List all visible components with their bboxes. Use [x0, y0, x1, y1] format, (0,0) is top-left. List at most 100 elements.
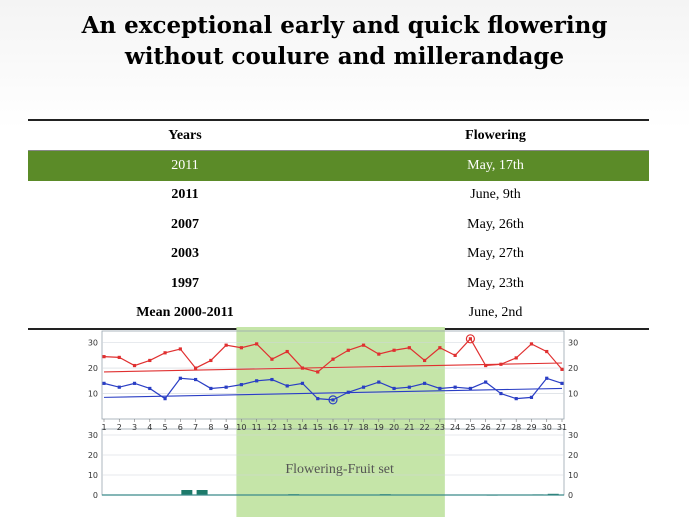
series-point-2 [392, 386, 396, 391]
x-tick-label: 30 [542, 423, 552, 432]
series-highlight-marker-0 [465, 334, 475, 344]
table-row: 1997 May, 23th [28, 269, 649, 299]
x-tick-label: 3 [132, 423, 137, 432]
series-point-0 [239, 346, 243, 350]
series-point-2 [331, 398, 335, 402]
series-point-0 [468, 337, 472, 341]
series-point-0 [453, 353, 457, 357]
series-point-0 [529, 342, 534, 346]
series-highlight-marker-2 [328, 395, 338, 405]
x-tick-label: 21 [404, 423, 414, 432]
x-tick-label: 9 [224, 423, 229, 432]
lower-ytick-label-right: 0 [568, 491, 573, 500]
x-tick-label: 1 [101, 423, 106, 432]
series-point-2 [178, 376, 182, 380]
table-row: 2007 May, 26th [28, 210, 649, 240]
series-point-0 [178, 347, 182, 351]
lower-ytick-label-right: 10 [568, 471, 578, 480]
lower-ytick-label: 20 [88, 451, 98, 460]
x-tick-label: 19 [374, 423, 384, 432]
x-tick-label: 28 [511, 423, 521, 432]
upper-ytick-label-right: 10 [568, 390, 578, 399]
series-point-0 [346, 348, 350, 352]
series-point-2 [438, 386, 442, 391]
flowering-cell: June, 2nd [342, 298, 649, 330]
flowering-cell: May, 17th [342, 150, 649, 181]
series-point-0 [361, 343, 366, 347]
x-tick-label: 29 [526, 423, 536, 432]
x-tick-label: 7 [193, 423, 198, 432]
flowering-band-label: Flowering-Fruit set [285, 462, 394, 477]
series-point-0 [132, 363, 137, 368]
series-point-2 [224, 385, 228, 389]
header-years: Years [28, 119, 342, 151]
series-point-0 [148, 358, 152, 363]
series-point-2 [484, 380, 488, 384]
series-point-2 [117, 385, 121, 389]
x-tick-label: 18 [358, 423, 368, 432]
flowering-cell: May, 26th [467, 216, 524, 232]
trend-line-3 [103, 387, 563, 398]
series-point-0 [163, 351, 167, 355]
series-point-2 [148, 386, 152, 391]
x-tick-label: 25 [465, 423, 475, 432]
series-point-0 [514, 356, 518, 360]
flowering-cell: June, 9th [470, 187, 521, 203]
year-cell: 1997 [171, 275, 199, 291]
year-cell: 2011 [171, 187, 199, 203]
lower-ytick-label: 30 [88, 431, 98, 440]
series-point-0 [331, 357, 335, 361]
series-point-2 [453, 385, 457, 389]
series-point-2 [423, 381, 427, 385]
slide-title-line2: without coulure and millerandage [124, 43, 565, 70]
series-point-2 [361, 385, 366, 389]
x-tick-label: 11 [252, 423, 262, 432]
series-point-0 [316, 370, 320, 374]
flowering-table: Years Flowering 2011 May, 17th 2011 June… [28, 119, 649, 330]
flowering-cell: May, 23th [467, 275, 524, 291]
table-row: 2011 May, 17th [28, 150, 649, 181]
x-tick-label: 24 [450, 423, 460, 432]
rain-bar [181, 490, 193, 495]
series-point-0 [255, 342, 259, 346]
x-tick-label: 31 [557, 423, 567, 432]
upper-ytick-label: 30 [88, 339, 98, 348]
series-point-0 [545, 349, 549, 354]
x-tick-label: 16 [328, 423, 338, 432]
series-point-2 [132, 381, 137, 385]
series-point-2 [499, 391, 503, 396]
upper-ytick-label-right: 30 [568, 339, 578, 348]
series-point-0 [102, 355, 106, 359]
series-point-2 [209, 386, 213, 391]
table-row: 2003 May, 27th [28, 240, 649, 270]
x-tick-label: 12 [267, 423, 277, 432]
series-point-0 [438, 346, 442, 350]
series-point-0 [224, 343, 228, 347]
trend-line-1 [103, 362, 563, 373]
x-tick-label: 22 [420, 423, 430, 432]
series-point-0 [194, 366, 198, 370]
series-point-2 [560, 381, 564, 385]
lower-ytick-label-right: 20 [568, 451, 578, 460]
series-point-2 [407, 385, 411, 389]
series-point-2 [194, 377, 198, 382]
series-point-0 [407, 346, 411, 350]
series-point-2 [545, 376, 549, 380]
x-tick-label: 10 [236, 423, 246, 432]
x-tick-label: 2 [117, 423, 122, 432]
lower-ytick-label: 0 [93, 491, 98, 500]
rain-bar [196, 490, 208, 495]
slide-title-line1: An exceptional early and quick flowering [81, 12, 608, 39]
x-tick-label: 14 [297, 423, 307, 432]
series-point-2 [514, 397, 518, 401]
x-tick-label: 6 [178, 423, 183, 432]
series-point-2 [285, 384, 289, 388]
header-flowering: Flowering [342, 119, 649, 151]
series-point-2 [239, 383, 243, 387]
x-tick-label: 13 [282, 423, 292, 432]
lower-ytick-label: 10 [88, 471, 98, 480]
x-tick-label: 17 [343, 423, 353, 432]
x-tick-label: 5 [163, 423, 168, 432]
x-tick-label: 8 [208, 423, 213, 432]
